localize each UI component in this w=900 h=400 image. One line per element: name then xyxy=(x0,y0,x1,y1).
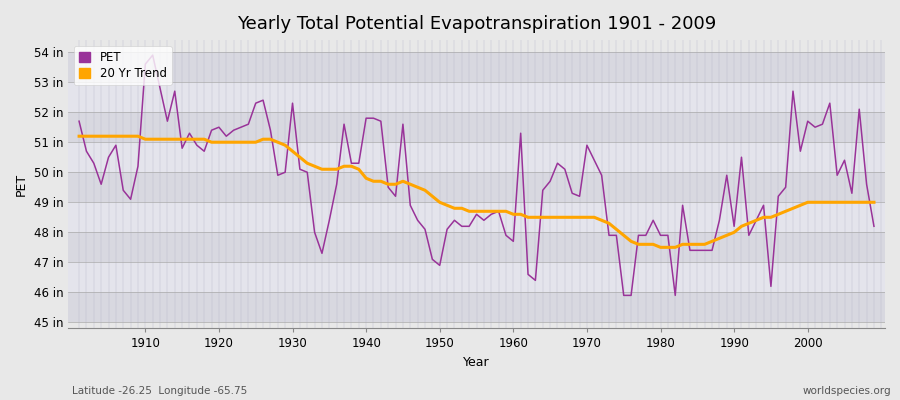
Bar xyxy=(68,262,885,292)
Bar xyxy=(68,112,885,142)
Bar xyxy=(68,292,885,322)
Legend: PET, 20 Yr Trend: PET, 20 Yr Trend xyxy=(74,46,172,85)
Y-axis label: PET: PET xyxy=(15,173,28,196)
Bar xyxy=(68,82,885,112)
Bar xyxy=(68,142,885,172)
Bar xyxy=(68,232,885,262)
Text: Latitude -26.25  Longitude -65.75: Latitude -26.25 Longitude -65.75 xyxy=(72,386,248,396)
Bar xyxy=(68,52,885,82)
Title: Yearly Total Potential Evapotranspiration 1901 - 2009: Yearly Total Potential Evapotranspiratio… xyxy=(237,15,716,33)
X-axis label: Year: Year xyxy=(464,356,490,369)
Bar xyxy=(68,202,885,232)
Text: worldspecies.org: worldspecies.org xyxy=(803,386,891,396)
Bar xyxy=(68,172,885,202)
